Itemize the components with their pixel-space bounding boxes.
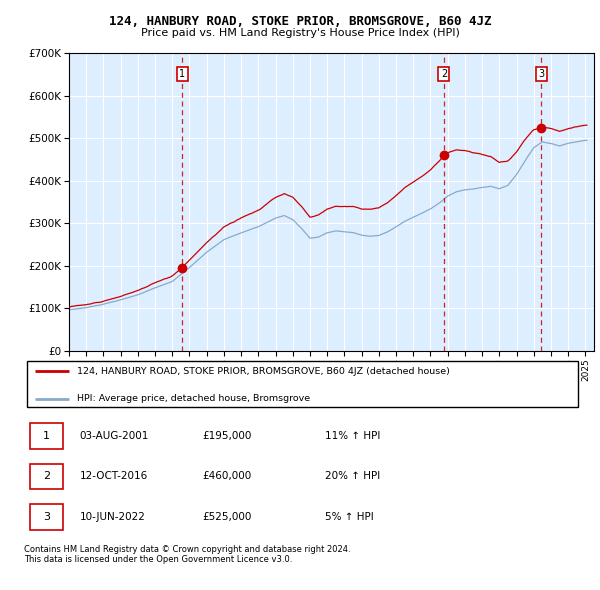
- Text: HPI: Average price, detached house, Bromsgrove: HPI: Average price, detached house, Brom…: [77, 394, 310, 403]
- Text: 2: 2: [43, 471, 50, 481]
- Text: 1: 1: [179, 69, 185, 79]
- Text: This data is licensed under the Open Government Licence v3.0.: This data is licensed under the Open Gov…: [24, 555, 292, 563]
- Text: £460,000: £460,000: [203, 471, 252, 481]
- Text: 5% ↑ HPI: 5% ↑ HPI: [325, 512, 374, 522]
- FancyBboxPatch shape: [29, 423, 63, 448]
- Text: 1: 1: [43, 431, 50, 441]
- Text: 124, HANBURY ROAD, STOKE PRIOR, BROMSGROVE, B60 4JZ (detached house): 124, HANBURY ROAD, STOKE PRIOR, BROMSGRO…: [77, 366, 450, 376]
- Text: 20% ↑ HPI: 20% ↑ HPI: [325, 471, 380, 481]
- Text: 12-OCT-2016: 12-OCT-2016: [80, 471, 148, 481]
- Text: £525,000: £525,000: [203, 512, 252, 522]
- Text: £195,000: £195,000: [203, 431, 252, 441]
- FancyBboxPatch shape: [29, 464, 63, 489]
- Text: 10-JUN-2022: 10-JUN-2022: [80, 512, 146, 522]
- Text: 3: 3: [538, 69, 544, 79]
- Text: 03-AUG-2001: 03-AUG-2001: [80, 431, 149, 441]
- Text: 3: 3: [43, 512, 50, 522]
- FancyBboxPatch shape: [27, 360, 578, 408]
- FancyBboxPatch shape: [29, 504, 63, 530]
- Text: Price paid vs. HM Land Registry's House Price Index (HPI): Price paid vs. HM Land Registry's House …: [140, 28, 460, 38]
- Text: 124, HANBURY ROAD, STOKE PRIOR, BROMSGROVE, B60 4JZ: 124, HANBURY ROAD, STOKE PRIOR, BROMSGRO…: [109, 15, 491, 28]
- Text: 11% ↑ HPI: 11% ↑ HPI: [325, 431, 380, 441]
- Text: 2: 2: [441, 69, 447, 79]
- Text: Contains HM Land Registry data © Crown copyright and database right 2024.: Contains HM Land Registry data © Crown c…: [24, 545, 350, 554]
